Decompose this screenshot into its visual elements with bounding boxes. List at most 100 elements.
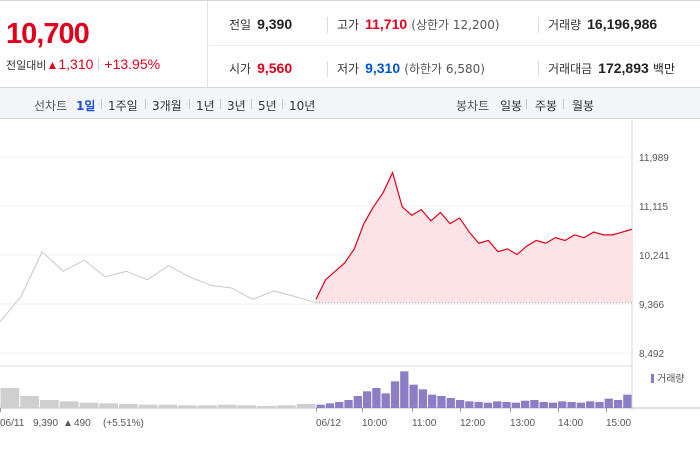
today-volume-bar	[502, 402, 511, 408]
up-arrow-icon: ▲	[46, 58, 59, 72]
y-tick-label: 10,241	[639, 251, 670, 262]
period-tabs: 선차트 1일 1주일 3개월 1년 3년 5년 10년 봉차트 일봉 주봉 월봉	[0, 88, 700, 119]
change-value: 1,310	[58, 56, 94, 72]
prev-day-summary: 9,390 ▲ 490 (+5.51%)	[33, 418, 144, 429]
tab-3year[interactable]: 3년	[227, 99, 246, 113]
prev-day-line	[0, 250, 317, 323]
x-tick-label: 15:00	[606, 418, 631, 429]
today-volume-bar	[362, 391, 372, 408]
today-volume-bar	[520, 400, 530, 408]
stat-label: 고가	[337, 18, 360, 32]
divider	[563, 99, 564, 109]
legend-label: 거래량	[657, 373, 685, 385]
stat-trade-value: 거래대금 172,893 백만	[548, 60, 675, 77]
tab-1year[interactable]: 1년	[196, 99, 215, 113]
prev-day-arrow: ▲	[63, 418, 73, 429]
today-volume-bar	[465, 401, 474, 408]
stat-value: 9,560	[257, 60, 293, 76]
today-volume-bar	[455, 400, 465, 408]
x-tick-label: 10:00	[362, 418, 387, 429]
stat-value: 172,893	[598, 60, 649, 76]
stat-label: 거래대금	[548, 62, 593, 76]
prev-day-volume-bar	[0, 388, 20, 408]
today-volume-bar	[548, 402, 558, 408]
divider	[251, 99, 252, 109]
divider	[220, 99, 221, 109]
intraday-chart[interactable]: 11,989 11,115 10,241 9,366 8,492 06/11 06/12 1…	[0, 120, 700, 450]
prev-day-volume-bar	[99, 403, 118, 408]
x-tick-label: 06/12	[316, 418, 341, 429]
prev-day-volume-bar	[178, 405, 197, 408]
today-volume-bar	[353, 396, 362, 408]
stat-low: 저가 9,310 (하한가 6,580)	[337, 60, 485, 77]
change-label: 전일대비	[6, 59, 47, 72]
stat-value: 9,390	[257, 16, 293, 32]
tab-monthly-candle[interactable]: 월봉	[572, 99, 595, 113]
volume-bars	[0, 371, 632, 408]
divider	[282, 99, 283, 109]
current-price: 10,700	[6, 18, 90, 50]
prev-day-volume-bar	[296, 404, 316, 408]
prev-day-close: 9,390	[33, 418, 58, 429]
stat-prev-close: 전일 9,390	[229, 16, 292, 33]
stat-volume: 거래량 16,196,986	[548, 16, 657, 33]
divider	[526, 99, 527, 109]
stat-sub: (하한가 6,580)	[404, 62, 485, 76]
y-tick-label: 11,115	[639, 202, 669, 213]
prev-day-volume-bar	[257, 406, 276, 408]
today-volume-bar	[437, 396, 446, 408]
tab-1week[interactable]: 1주일	[108, 99, 138, 113]
prev-day-volume-bar	[79, 402, 99, 408]
stat-value: 16,196,986	[587, 16, 658, 32]
stat-high: 고가 11,710 (상한가 12,200)	[337, 16, 500, 33]
stat-open: 시가 9,560	[229, 60, 292, 77]
today-volume-bar	[539, 402, 548, 408]
prev-day-volume-bar	[119, 404, 138, 408]
stat-unit: 백만	[652, 62, 676, 76]
tab-weekly-candle[interactable]: 주봉	[535, 99, 558, 113]
legend-swatch	[651, 374, 654, 383]
tab-1day[interactable]: 1일	[76, 99, 96, 113]
quote-header: 10,700 전일대비▲1,310 +13.95% 전일 9,390 고가 11,71…	[0, 0, 700, 88]
today-volume-bar	[428, 394, 437, 408]
today-volume-bar	[400, 371, 409, 408]
tab-daily-candle[interactable]: 일봉	[500, 99, 523, 113]
divider	[327, 17, 328, 33]
y-tick-label: 8,492	[639, 349, 664, 360]
prev-day-volume-bar	[277, 405, 296, 408]
today-volume-bar	[316, 404, 325, 408]
stat-label: 전일	[229, 18, 252, 32]
today-volume-bar	[446, 398, 455, 408]
today-volume-bar	[344, 400, 353, 408]
today-volume-bar	[595, 402, 604, 408]
stat-label: 저가	[337, 62, 360, 76]
today-volume-bar	[623, 394, 632, 408]
prev-day-volume-bar	[138, 404, 158, 408]
prev-day-pct: (+5.51%)	[103, 418, 144, 429]
stat-value: 11,710	[365, 16, 408, 32]
today-volume-bar	[576, 402, 586, 408]
today-volume-bar	[586, 401, 595, 408]
x-tick-label: 12:00	[460, 418, 485, 429]
divider	[327, 61, 328, 77]
price-panel: 10,700 전일대비▲1,310 +13.95%	[0, 1, 208, 88]
stat-label: 시가	[229, 62, 252, 76]
tab-10year[interactable]: 10년	[289, 99, 316, 113]
x-tick-label: 06/11	[0, 418, 25, 429]
prev-day-volume-bar	[59, 401, 79, 408]
today-volume-bar	[530, 400, 539, 408]
divider	[101, 99, 102, 109]
today-volume-bar	[474, 402, 483, 408]
stat-label: 거래량	[548, 18, 582, 32]
today-volume-bar	[604, 398, 613, 408]
today-volume-bar	[418, 389, 428, 408]
today-volume-bar	[567, 402, 576, 408]
tab-5year[interactable]: 5년	[258, 99, 277, 113]
tab-3month[interactable]: 3개월	[152, 99, 182, 113]
today-volume-bar	[613, 400, 623, 408]
stat-sub: (상한가 12,200)	[411, 18, 500, 32]
volume-legend: 거래량	[651, 373, 685, 385]
prev-day-volume-bar	[237, 405, 257, 408]
today-volume-bar	[335, 402, 344, 408]
x-tick-label: 11:00	[412, 418, 437, 429]
